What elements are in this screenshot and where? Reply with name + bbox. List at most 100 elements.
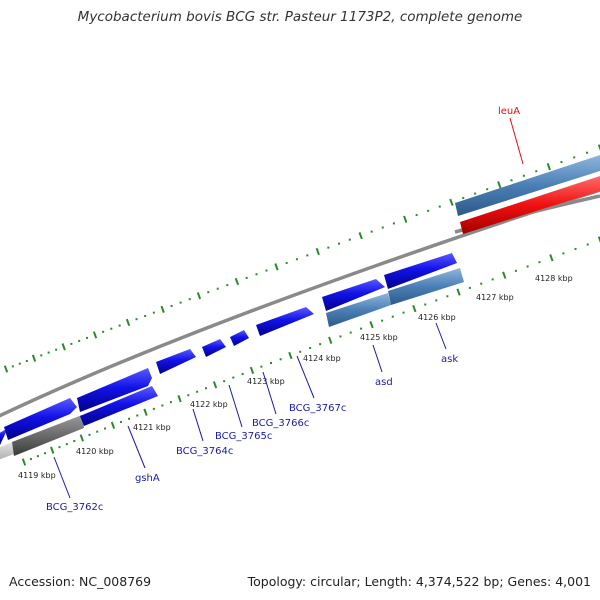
minor-tick — [128, 417, 131, 420]
minor-tick — [480, 282, 483, 285]
minor-tick — [574, 247, 577, 250]
gene-feature-upper-4[interactable] — [156, 349, 196, 374]
minor-tick — [522, 174, 525, 177]
major-tick — [79, 434, 84, 442]
minor-tick — [370, 230, 373, 233]
scale-tick-label: 4128 kbp — [535, 274, 573, 283]
genome-stats-text: Topology: circular; Length: 4,374,522 bp… — [247, 574, 591, 589]
major-tick — [546, 163, 551, 171]
scale-tick-label: 4127 kbp — [476, 293, 514, 302]
gene-feature-upper-5[interactable] — [202, 339, 226, 357]
gene-feature-lower-blue[interactable] — [80, 386, 158, 426]
minor-tick — [152, 311, 155, 314]
minor-tick — [309, 346, 312, 349]
major-tick — [212, 381, 218, 389]
minor-tick — [427, 209, 430, 212]
minor-tick — [462, 196, 465, 199]
minor-tick — [279, 358, 282, 361]
major-tick — [92, 331, 98, 339]
minor-tick — [391, 315, 394, 318]
leader-BCG_3762c — [53, 456, 71, 499]
major-tick — [21, 458, 27, 466]
minor-tick — [136, 414, 139, 417]
gene-label-BCG_3764c[interactable]: BCG_3764c — [176, 446, 233, 457]
minor-tick — [435, 299, 438, 302]
minor-tick — [55, 348, 58, 351]
minor-tick — [152, 407, 155, 410]
minor-tick — [11, 365, 14, 368]
gene-label-gshA[interactable]: gshA — [135, 473, 160, 484]
gene-label-asd[interactable]: asd — [375, 377, 393, 388]
scale-tick-label: 4124 kbp — [303, 354, 341, 363]
major-tick — [234, 277, 240, 286]
minor-tick — [169, 401, 172, 404]
minor-tick — [188, 298, 191, 301]
minor-tick — [58, 446, 61, 449]
major-tick — [177, 395, 182, 403]
gene-feature-upper-6[interactable] — [230, 330, 249, 346]
minor-tick — [110, 327, 113, 330]
gene-feature-upper-2[interactable] — [4, 398, 77, 440]
major-tick — [502, 271, 507, 279]
minor-tick — [338, 242, 341, 245]
minor-tick — [223, 380, 226, 383]
major-tick — [125, 318, 131, 327]
feature-band-upper[interactable] — [455, 155, 600, 216]
gene-label-BCG_3762c[interactable]: BCG_3762c — [46, 502, 103, 513]
minor-tick — [144, 314, 147, 317]
minor-tick — [573, 156, 576, 159]
gene-feature-upper-8[interactable] — [322, 279, 385, 311]
major-tick — [249, 366, 255, 374]
minor-tick — [560, 161, 563, 164]
gene-label-BCG_3765c[interactable]: BCG_3765c — [215, 431, 272, 442]
minor-tick — [86, 336, 89, 339]
minor-tick — [526, 265, 529, 268]
gene-feature-leuA[interactable] — [460, 176, 600, 234]
major-tick — [315, 247, 320, 256]
major-tick — [456, 288, 461, 296]
map-title: Mycobacterium bovis BCG str. Pasteur 117… — [77, 9, 523, 25]
gene-feature-asd[interactable] — [326, 293, 391, 327]
gene-feature-ask[interactable] — [388, 268, 464, 305]
gene-label-BCG_3767c[interactable]: BCG_3767c — [289, 403, 346, 414]
gene-feature-upper-9[interactable] — [384, 253, 457, 289]
minor-tick — [535, 170, 538, 173]
gene-feature-upper-7[interactable] — [256, 307, 314, 336]
scale-tick-label: 4119 kbp — [18, 471, 56, 480]
minor-tick — [18, 362, 21, 365]
minor-tick — [339, 335, 342, 338]
gene-feature-upper-3[interactable] — [77, 368, 152, 412]
leader-leuA — [509, 117, 524, 165]
gene-label-BCG_3766c[interactable]: BCG_3766c — [252, 418, 309, 429]
major-tick — [274, 263, 279, 271]
minor-tick — [119, 421, 122, 424]
minor-tick — [265, 269, 268, 272]
minor-tick — [25, 359, 28, 362]
minor-tick — [78, 339, 81, 342]
scale-tick-label: 4126 kbp — [418, 313, 456, 322]
minor-tick — [491, 278, 494, 281]
inner-scale-ring — [21, 236, 600, 466]
gene-feature-lower-lightgray[interactable] — [0, 442, 14, 460]
minor-tick — [562, 252, 565, 255]
minor-tick — [349, 331, 352, 334]
minor-tick — [319, 343, 322, 346]
minor-tick — [102, 330, 105, 333]
leader-BCG_3764c — [192, 408, 204, 442]
minor-tick — [446, 295, 449, 298]
minor-tick — [245, 276, 248, 279]
minor-tick — [299, 350, 302, 353]
minor-tick — [36, 455, 39, 458]
scale-tick-label: 4125 kbp — [360, 333, 398, 342]
minor-tick — [424, 303, 427, 306]
minor-tick — [179, 301, 182, 304]
minor-tick — [232, 376, 235, 379]
gene-label-leuA[interactable]: leuA — [498, 106, 520, 117]
gene-label-ask[interactable]: ask — [441, 354, 458, 365]
minor-tick — [586, 151, 589, 154]
major-tick — [412, 304, 417, 313]
major-tick — [403, 215, 408, 223]
minor-tick — [135, 318, 138, 321]
accession-text: Accession: NC_008769 — [9, 574, 152, 589]
gene-feature-lower-gray[interactable] — [12, 415, 84, 456]
